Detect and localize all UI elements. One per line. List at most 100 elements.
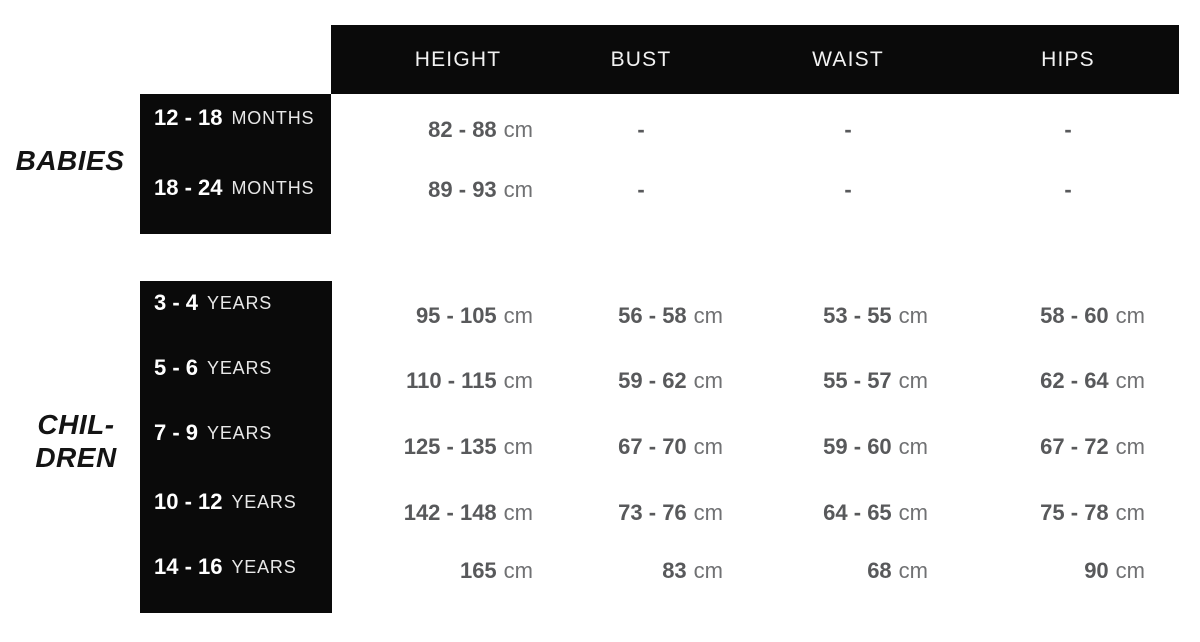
table-row: 142 - 148 cm 73 - 76 cm 64 - 65 cm 75 - 78 c…	[0, 499, 1200, 527]
bust-value: 67 - 70 cm	[559, 433, 723, 461]
group-label-babies: BABIES	[15, 145, 125, 176]
table-row: 95 - 105 cm 56 - 58 cm 53 - 55 cm 58 - 60 cm	[0, 302, 1200, 330]
waist-value: 64 - 65 cm	[768, 499, 928, 527]
value: 165	[459, 558, 497, 583]
age-row-10-12-years: 10 - 12 YEARS	[154, 488, 297, 516]
unit: cm	[1115, 368, 1145, 393]
unit: cm	[898, 434, 928, 459]
value: 68	[867, 558, 892, 583]
bust-value: 56 - 58 cm	[559, 302, 723, 330]
bust-value: -	[559, 176, 723, 204]
hips-value: 67 - 72 cm	[991, 433, 1145, 461]
waist-value: -	[768, 176, 928, 204]
hips-value: 58 - 60 cm	[991, 302, 1145, 330]
unit: cm	[693, 434, 723, 459]
waist-value: 53 - 55 cm	[768, 302, 928, 330]
value: 73 - 76	[618, 500, 687, 525]
value: 82 - 88	[428, 117, 497, 142]
group-label-children-line1: CHIL-	[37, 409, 115, 440]
value: 89 - 93	[428, 177, 497, 202]
value: 53 - 55	[823, 303, 892, 328]
age-row-12-18-months: 12 - 18 MONTHS	[154, 104, 314, 132]
value: 67 - 70	[618, 434, 687, 459]
value: 55 - 57	[823, 368, 892, 393]
value: -	[637, 177, 645, 202]
bust-value: -	[559, 116, 723, 144]
age-range: 7 - 9	[154, 420, 199, 445]
table-row: 82 - 88 cm - - -	[0, 116, 1200, 144]
height-value: 110 - 115 cm	[383, 367, 533, 395]
value: -	[844, 117, 852, 142]
unit: cm	[693, 500, 723, 525]
age-unit: YEARS	[207, 422, 273, 443]
waist-value: 55 - 57 cm	[768, 367, 928, 395]
unit: cm	[503, 500, 533, 525]
value: 64 - 65	[823, 500, 892, 525]
unit: cm	[898, 500, 928, 525]
column-header-hips: HIPS	[1041, 47, 1095, 71]
value: 67 - 72	[1040, 434, 1109, 459]
value: 59 - 60	[823, 434, 892, 459]
value: 59 - 62	[618, 368, 687, 393]
unit: cm	[1115, 558, 1145, 583]
age-range: 5 - 6	[154, 355, 199, 380]
unit: cm	[1115, 500, 1145, 525]
unit: cm	[503, 303, 533, 328]
age-unit: MONTHS	[231, 107, 315, 128]
height-value: 82 - 88 cm	[383, 116, 533, 144]
unit: cm	[898, 303, 928, 328]
age-range: 12 - 18	[154, 105, 223, 130]
unit: cm	[503, 558, 533, 583]
value: 110 - 115	[406, 368, 497, 393]
group-label-children: CHIL- DREN	[20, 408, 132, 474]
age-row-3-4-years: 3 - 4 YEARS	[154, 289, 272, 317]
value: 62 - 64	[1040, 368, 1109, 393]
value: 56 - 58	[618, 303, 687, 328]
unit: cm	[693, 303, 723, 328]
value: -	[844, 177, 852, 202]
height-value: 142 - 148 cm	[383, 499, 533, 527]
value: 95 - 105	[415, 303, 497, 328]
bust-value: 59 - 62 cm	[559, 367, 723, 395]
value: 83	[662, 558, 687, 583]
waist-value: -	[768, 116, 928, 144]
value: -	[637, 117, 645, 142]
unit: cm	[1115, 434, 1145, 459]
bust-value: 73 - 76 cm	[559, 499, 723, 527]
height-value: 165 cm	[383, 557, 533, 585]
value: -	[1064, 117, 1072, 142]
table-row: 165 cm 83 cm 68 cm 90 cm	[0, 557, 1200, 585]
value: 58 - 60	[1040, 303, 1109, 328]
unit: cm	[1115, 303, 1145, 328]
age-row-14-16-years: 14 - 16 YEARS	[154, 553, 297, 581]
table-row: 89 - 93 cm - - -	[0, 176, 1200, 204]
value: 125 - 135	[403, 434, 497, 459]
unit: cm	[503, 117, 533, 142]
bust-value: 83 cm	[559, 557, 723, 585]
column-header-height: HEIGHT	[414, 47, 502, 71]
group-label-children-line2: DREN	[35, 442, 117, 473]
waist-value: 68 cm	[768, 557, 928, 585]
hips-value: 75 - 78 cm	[991, 499, 1145, 527]
unit: cm	[503, 368, 533, 393]
age-range: 18 - 24	[154, 175, 223, 200]
value: 90	[1084, 558, 1109, 583]
height-value: 95 - 105 cm	[383, 302, 533, 330]
unit: cm	[503, 177, 533, 202]
age-range: 3 - 4	[154, 290, 199, 315]
age-unit: YEARS	[207, 292, 273, 313]
unit: cm	[898, 558, 928, 583]
hips-value: -	[991, 116, 1145, 144]
age-row-18-24-months: 18 - 24 MONTHS	[154, 174, 314, 202]
age-unit: MONTHS	[231, 177, 315, 198]
height-value: 125 - 135 cm	[383, 433, 533, 461]
age-row-7-9-years: 7 - 9 YEARS	[154, 419, 272, 447]
age-unit: YEARS	[231, 556, 297, 577]
age-row-5-6-years: 5 - 6 YEARS	[154, 354, 272, 382]
age-range: 10 - 12	[154, 489, 223, 514]
hips-value: 90 cm	[991, 557, 1145, 585]
hips-value: 62 - 64 cm	[991, 367, 1145, 395]
hips-value: -	[991, 176, 1145, 204]
height-value: 89 - 93 cm	[383, 176, 533, 204]
